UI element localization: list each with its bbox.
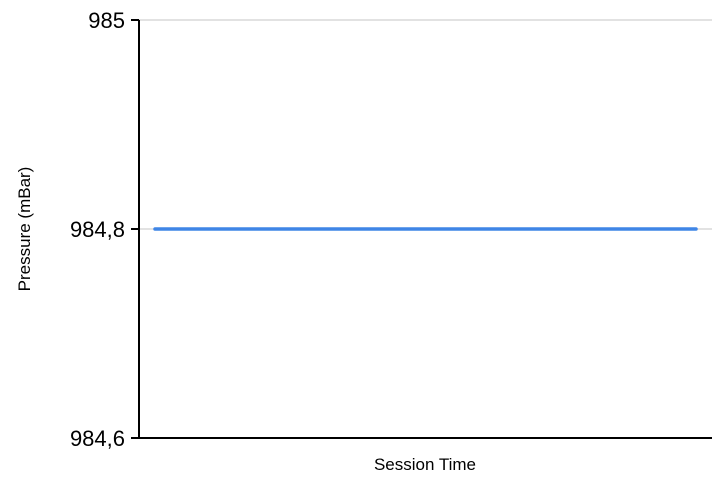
y-tick-label: 984,8 (70, 217, 125, 242)
x-axis-title: Session Time (374, 455, 476, 474)
y-tick-layer: 984,6 984,8 985 (70, 8, 139, 451)
y-tick-label: 985 (88, 8, 125, 33)
y-axis-title: Pressure (mBar) (15, 167, 34, 292)
gridlines (139, 19, 712, 230)
y-tick-label: 984,6 (70, 426, 125, 451)
